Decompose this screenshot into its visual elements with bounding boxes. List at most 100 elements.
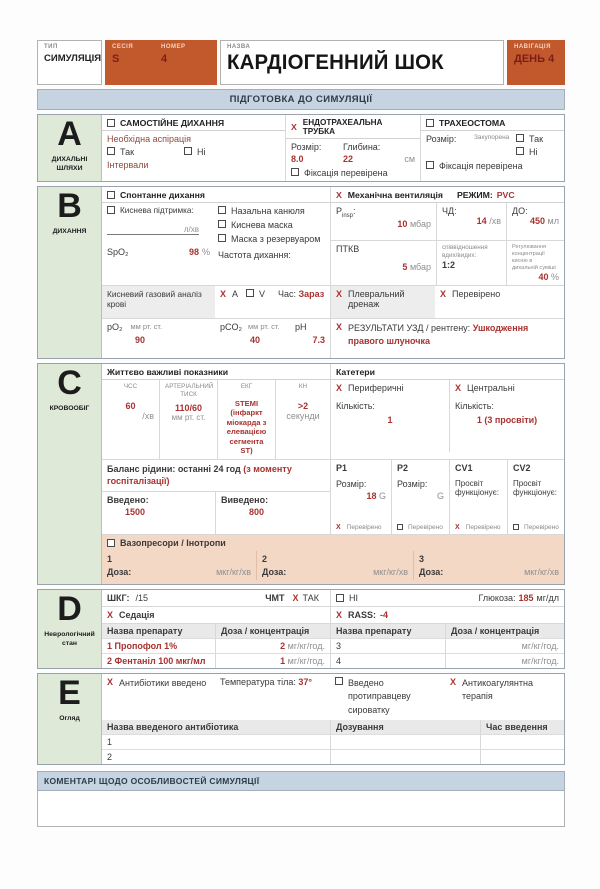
temperature-value[interactable]: 37°	[298, 676, 313, 687]
checkbox[interactable]	[218, 206, 226, 214]
mode-label: РЕЖИМ:	[456, 190, 493, 200]
ie-ratio-value[interactable]: 1:2	[442, 259, 456, 270]
checked-x[interactable]: X	[336, 190, 342, 200]
ecg-value[interactable]: STEMI (інфаркт міокарда з елевацією сегм…	[226, 398, 267, 456]
po2-value[interactable]: 90	[135, 334, 146, 345]
drug-2-dose[interactable]: 1	[280, 655, 286, 666]
pinsp-value[interactable]: 10	[397, 218, 408, 229]
crt-value[interactable]: >2	[297, 400, 309, 411]
catheters-block: Катетери X Периферичні Кількість: 1 X Цент…	[330, 363, 564, 459]
checkbox[interactable]	[516, 147, 524, 155]
comments-header: КОМЕНТАРІ ЩОДО ОСОБЛИВОСТЕЙ СИМУЛЯЦІЇ	[37, 771, 565, 792]
checked-x[interactable]: X	[336, 382, 343, 393]
antibiotics-label: Антибіотики введено	[119, 677, 207, 688]
checkbox[interactable]	[513, 524, 519, 531]
checked-x[interactable]: X	[292, 592, 299, 603]
central-count-value[interactable]: 1 (3 просвіти)	[476, 414, 538, 425]
fluid-balance-block: Баланс рідини: останні 24 год (з моменту…	[102, 460, 330, 534]
fluid-out-cell: Виведено: 800	[215, 491, 330, 534]
crt-label: КН	[298, 382, 308, 390]
peripheral-count-value[interactable]: 1	[387, 414, 393, 425]
checkbox[interactable]	[184, 147, 193, 155]
o2-flow-input[interactable]: л/хв	[107, 225, 199, 235]
checkbox[interactable]	[516, 134, 524, 142]
antibiotic-2-dose[interactable]	[330, 750, 480, 765]
vitals-block: Життєво важливі показники ЧСС 60 /хв АРТ…	[102, 364, 330, 459]
drug-col-header-2: Назва препарату	[330, 623, 445, 638]
session-number-box: СЕСІЯ S НОМЕР 4	[105, 40, 217, 85]
p1-size-value[interactable]: 18	[366, 490, 377, 501]
session-value: S	[112, 53, 120, 65]
fluid-in-value[interactable]: 1500	[125, 506, 146, 517]
checkbox[interactable]	[107, 538, 115, 547]
antibiotic-1-number[interactable]: 1	[107, 737, 113, 748]
drug-col-header: Назва препарату	[107, 625, 183, 636]
checked-x[interactable]: X	[107, 609, 114, 620]
checked-x[interactable]: X	[450, 676, 457, 687]
checkbox[interactable]	[426, 119, 434, 127]
drug-4-number[interactable]: 4	[330, 653, 445, 668]
fio2-value[interactable]: 40	[538, 271, 549, 282]
checkbox[interactable]	[107, 147, 115, 155]
drug-3-number[interactable]: 3	[330, 638, 445, 653]
ph-value[interactable]: 7.3	[312, 334, 325, 345]
checked-x[interactable]: X	[455, 523, 460, 531]
dose-col-header: Доза / концентрація	[215, 623, 330, 638]
checkbox[interactable]	[218, 220, 226, 228]
antibiotic-1-time[interactable]	[480, 735, 564, 750]
vaso-1-dose-unit: мкг/кг/хв	[216, 566, 251, 577]
drug-1-dose[interactable]: 2	[280, 640, 286, 651]
antibiotic-2-number[interactable]: 2	[107, 752, 113, 763]
trach-size-label: Розмір:	[426, 134, 457, 144]
anticoagulant-cell: X Антикоагулянтна терапія	[445, 674, 564, 721]
ecg-label: ЕКГ	[240, 382, 253, 390]
checkbox[interactable]	[336, 593, 344, 602]
checkbox[interactable]	[397, 524, 403, 531]
antibiotic-1-dose[interactable]	[330, 735, 480, 750]
checkbox[interactable]	[107, 191, 115, 199]
checked-x[interactable]: X	[336, 321, 343, 332]
checkbox[interactable]	[107, 119, 115, 127]
spo2-value[interactable]: 98	[188, 247, 199, 257]
checked-x[interactable]: X	[440, 288, 447, 299]
hr-value[interactable]: 60	[125, 400, 136, 411]
checkbox[interactable]	[291, 168, 299, 176]
bp-value[interactable]: 110/60	[174, 402, 203, 413]
tidal-volume-value[interactable]: 450	[530, 216, 546, 226]
time-value[interactable]: Зараз	[298, 288, 325, 299]
fio2-cell: Регулювання концентрації кисню в дихальн…	[506, 241, 564, 285]
checkbox[interactable]	[335, 676, 343, 685]
checkbox[interactable]	[246, 288, 255, 297]
checkbox[interactable]	[107, 206, 115, 214]
resp-rate-label: Частота дихання:	[218, 250, 291, 260]
imaging-value[interactable]: Ушкодження правого шлуночка	[348, 322, 529, 347]
comments-input[interactable]	[37, 791, 565, 828]
peripheral-count-label: Кількість:	[336, 400, 375, 411]
checked-x[interactable]: X	[336, 609, 343, 620]
checked-x[interactable]: X	[107, 676, 114, 687]
peep-value[interactable]: 5	[402, 262, 408, 272]
mode-value[interactable]: PVC	[496, 190, 515, 200]
checked-x[interactable]: X	[291, 122, 297, 132]
ph-label: pH	[295, 321, 307, 332]
checkbox[interactable]	[218, 234, 226, 242]
fluid-out-value[interactable]: 800	[249, 506, 265, 517]
rass-value[interactable]: -4	[380, 609, 389, 620]
ett-depth-value[interactable]: 22	[343, 154, 354, 164]
checkbox[interactable]	[426, 161, 434, 169]
pinsp-cell: Pinsp: 10 мбар	[331, 203, 436, 240]
glucose-value[interactable]: 185	[518, 592, 534, 603]
vent-rr-value[interactable]: 14	[476, 216, 487, 226]
hr-label: ЧСС	[123, 382, 138, 390]
checked-x[interactable]: X	[336, 523, 341, 531]
pco2-value[interactable]: 40	[250, 334, 261, 345]
ett-size-value[interactable]: 8.0	[291, 154, 304, 164]
checked-x[interactable]: X	[336, 288, 343, 299]
antibiotic-2-time[interactable]	[480, 750, 564, 765]
drug-2-name[interactable]: 2 Фентаніл 100 мкг/мл	[107, 655, 206, 666]
drug-1-name[interactable]: 1 Пропофол 1%	[107, 640, 178, 651]
checked-x[interactable]: X	[220, 288, 227, 299]
section-d-label: D Неврологічний стан	[38, 589, 102, 668]
gcs-value[interactable]: /15	[135, 592, 149, 603]
checked-x[interactable]: X	[455, 382, 462, 393]
